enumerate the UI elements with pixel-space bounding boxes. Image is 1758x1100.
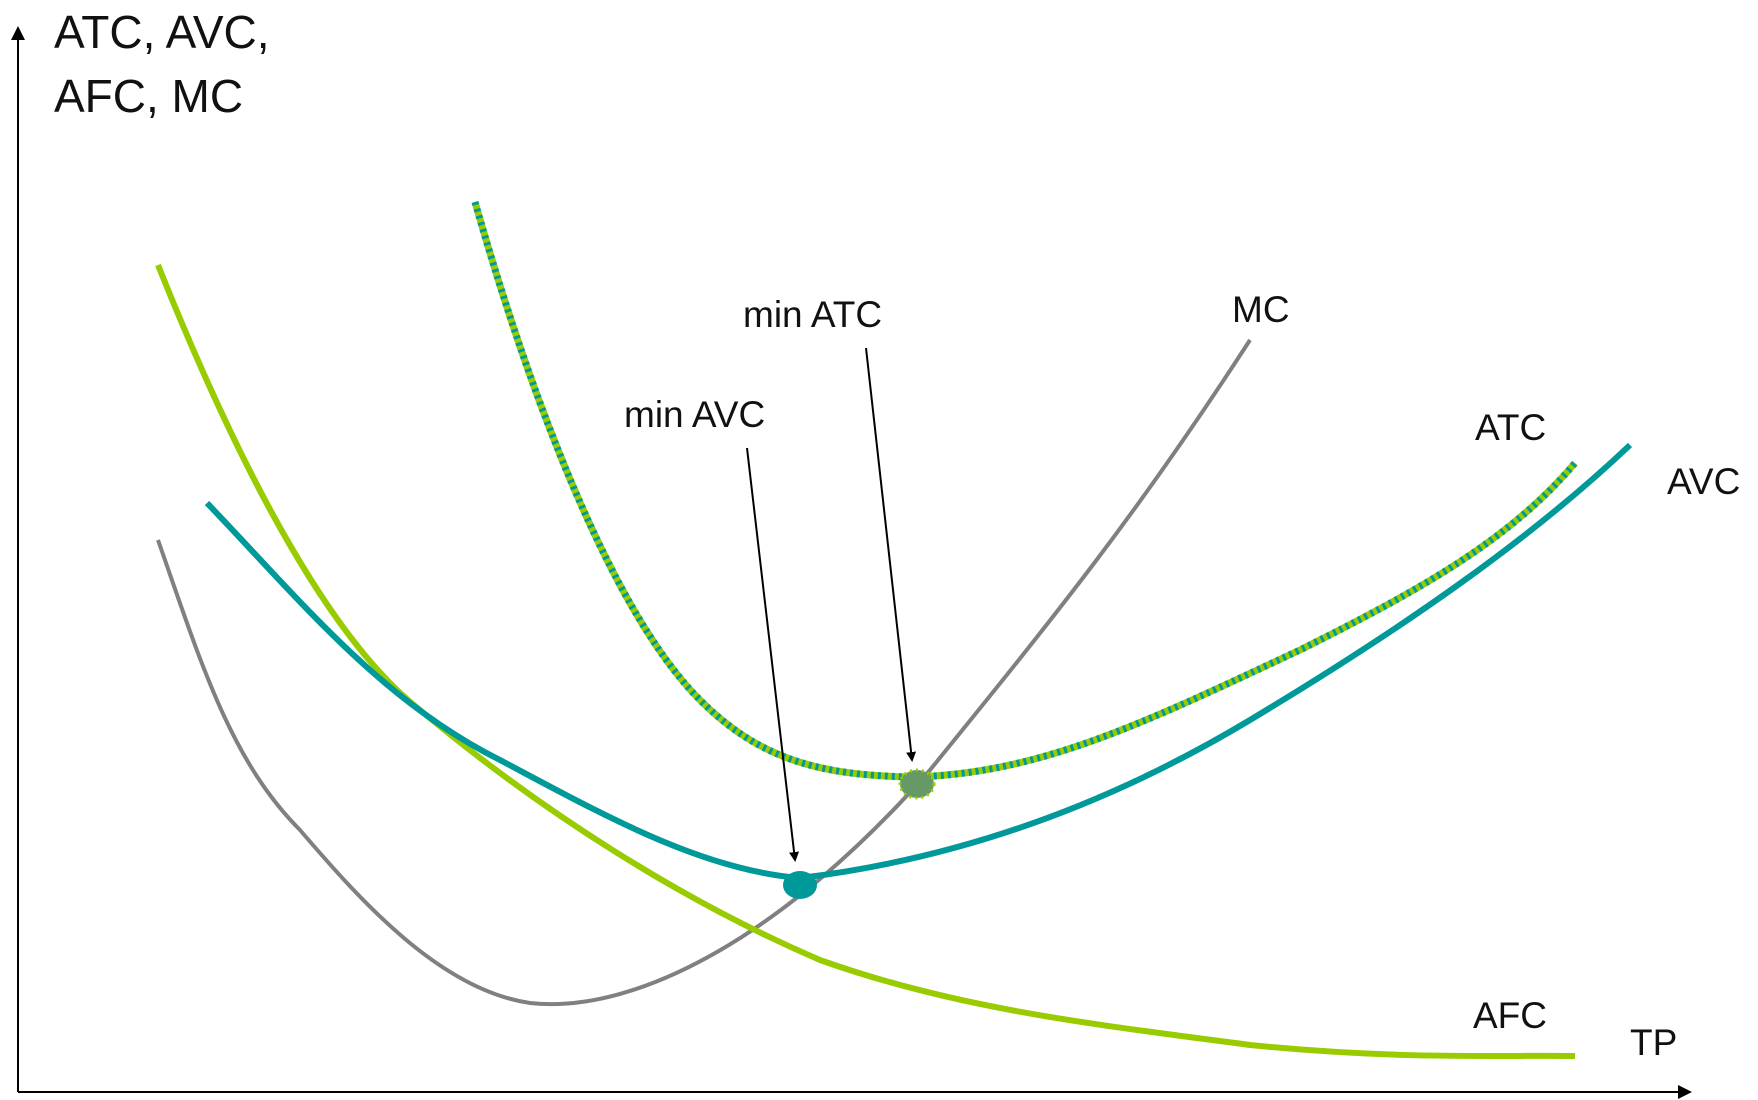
x-axis-title: TP [1630,1022,1677,1063]
mc-label: MC [1232,289,1290,330]
y-axis-title-line1: ATC, AVC, [54,6,270,58]
mc-curve [156,338,1252,1007]
min-atc-point-overlay [898,768,936,800]
afc-label: AFC [1473,995,1547,1036]
min-avc-point [783,871,817,899]
atc-label: ATC [1475,407,1546,448]
min-avc-label: min AVC [624,394,765,435]
y-axis-title-line2: AFC, MC [54,70,243,122]
min-atc-point [900,770,934,798]
min-atc-arrow [865,347,917,762]
min-atc-label: min ATC [743,294,882,335]
avc-label: AVC [1667,461,1740,502]
atc-curve [471,201,1578,781]
avc-curve [204,442,1633,882]
atc-curve-stripes [471,201,1578,781]
afc-curve [155,263,1576,1060]
min-avc-arrow [746,447,800,862]
